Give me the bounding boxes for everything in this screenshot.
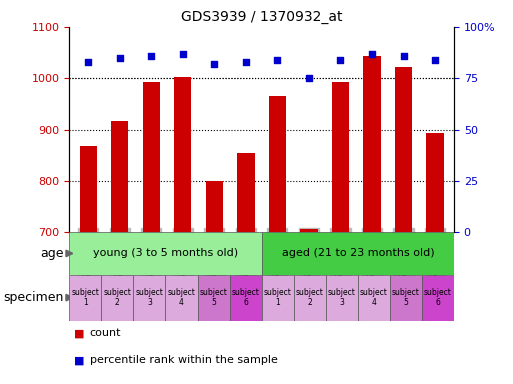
Bar	[326, 275, 358, 321]
Point	[115, 55, 124, 61]
Bar	[206, 181, 223, 232]
Bar	[102, 275, 133, 321]
Bar	[133, 275, 165, 321]
Bar	[198, 275, 229, 321]
Bar	[422, 275, 454, 321]
Text: young (3 to 5 months old): young (3 to 5 months old)	[93, 248, 238, 258]
Text: age: age	[41, 247, 64, 260]
Text: subject
4: subject 4	[360, 288, 388, 307]
Text: subject
6: subject 6	[424, 288, 452, 307]
Bar	[143, 82, 160, 232]
Bar	[395, 67, 412, 232]
Bar	[229, 275, 262, 321]
Text: subject
2: subject 2	[104, 288, 131, 307]
Bar	[262, 275, 293, 321]
Bar	[237, 153, 254, 232]
Text: subject
1: subject 1	[264, 288, 291, 307]
Bar	[293, 275, 326, 321]
Title: GDS3939 / 1370932_at: GDS3939 / 1370932_at	[181, 10, 342, 25]
Bar	[69, 275, 102, 321]
Text: subject
5: subject 5	[200, 288, 227, 307]
Text: count: count	[90, 328, 121, 338]
Text: aged (21 to 23 months old): aged (21 to 23 months old)	[282, 248, 434, 258]
Point	[84, 59, 92, 65]
Text: ■: ■	[74, 355, 85, 365]
Bar	[111, 121, 128, 232]
Bar	[300, 229, 318, 232]
Point	[431, 57, 439, 63]
Text: subject
3: subject 3	[328, 288, 356, 307]
Bar	[269, 96, 286, 232]
Bar	[358, 275, 390, 321]
Point	[305, 75, 313, 81]
Point	[368, 51, 376, 57]
Bar	[390, 275, 422, 321]
Text: subject
5: subject 5	[392, 288, 420, 307]
Bar	[426, 133, 444, 232]
Point	[242, 59, 250, 65]
Point	[337, 57, 345, 63]
Text: ■: ■	[74, 328, 85, 338]
Text: subject
4: subject 4	[168, 288, 195, 307]
Bar	[69, 232, 262, 275]
Text: subject
2: subject 2	[296, 288, 324, 307]
Text: specimen: specimen	[4, 291, 64, 304]
Point	[179, 51, 187, 57]
Point	[210, 61, 219, 67]
Text: percentile rank within the sample: percentile rank within the sample	[90, 355, 278, 365]
Bar	[165, 275, 198, 321]
Bar	[332, 82, 349, 232]
Bar	[80, 146, 97, 232]
Point	[400, 53, 408, 59]
Text: subject
6: subject 6	[232, 288, 260, 307]
Bar	[363, 56, 381, 232]
Text: subject
1: subject 1	[71, 288, 99, 307]
Bar	[262, 232, 454, 275]
Point	[273, 57, 282, 63]
Bar	[174, 77, 191, 232]
Text: subject
3: subject 3	[135, 288, 163, 307]
Point	[147, 53, 155, 59]
